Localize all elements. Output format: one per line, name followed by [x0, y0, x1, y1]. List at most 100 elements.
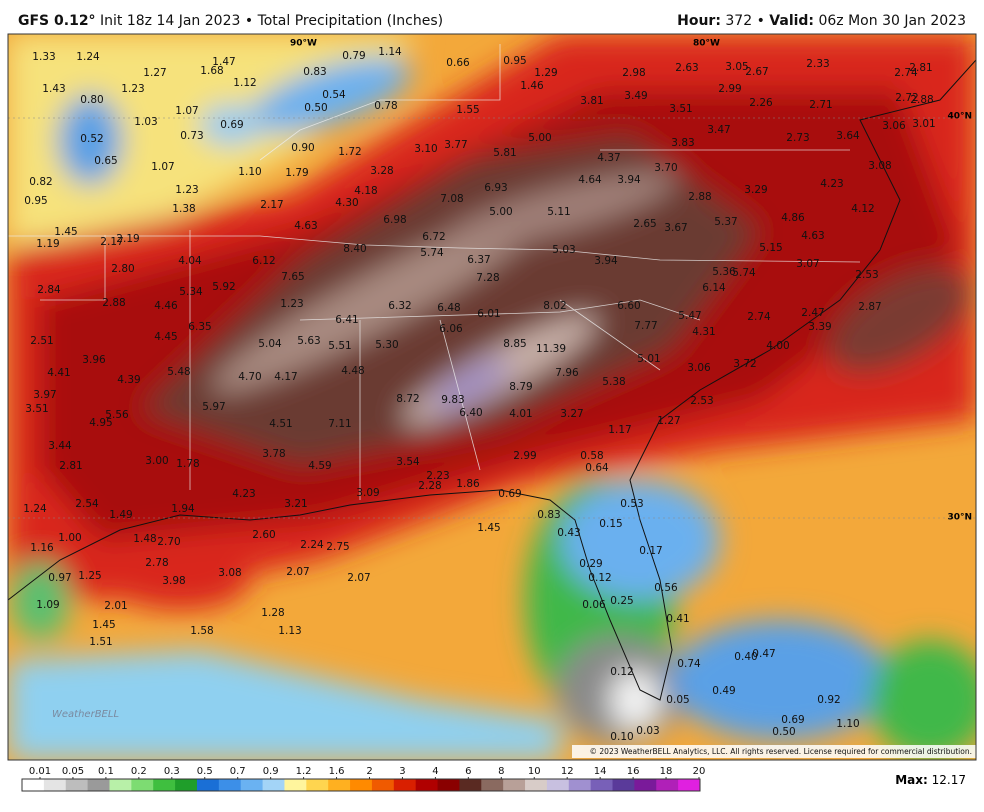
map-value: 7.08	[440, 193, 463, 205]
map-value: 5.63	[297, 335, 320, 347]
map-value: 0.10	[610, 731, 633, 743]
map-value: 2.88	[102, 297, 125, 309]
map-value: 2.63	[675, 62, 698, 74]
colorbar-label: 0.5	[197, 766, 213, 777]
map-value: 6.32	[388, 300, 411, 312]
colorbar-label: 16	[627, 766, 640, 777]
map-value: 5.92	[212, 281, 235, 293]
colorbar-label: 3	[399, 766, 405, 777]
colorbar-swatch	[87, 779, 110, 791]
map-value: 1.14	[378, 46, 402, 58]
map-value: 0.95	[24, 195, 47, 207]
map-value: 3.51	[25, 403, 48, 415]
grid-label: 80°W	[693, 39, 720, 49]
map-value: 4.18	[354, 185, 377, 197]
map-value: 4.00	[766, 340, 789, 352]
init-time: Init 18z 14 Jan 2023	[100, 13, 240, 29]
map-value: 2.24	[300, 539, 324, 551]
colorbar-swatch	[43, 779, 67, 791]
map-value: 4.95	[89, 417, 112, 429]
map-value: 2.07	[347, 572, 370, 584]
map-value: 3.21	[284, 498, 307, 510]
map-value: 1.46	[520, 80, 544, 92]
map-value: 4.31	[692, 326, 715, 338]
map-value: 8.40	[343, 243, 366, 255]
map-value: 4.86	[781, 212, 805, 224]
map-value: 4.23	[232, 488, 255, 500]
map-value: 6.98	[383, 214, 406, 226]
colorbar-label: 0.05	[62, 766, 84, 777]
map-value: 0.95	[503, 55, 526, 67]
map-value: 4.30	[335, 197, 358, 209]
map-value: 2.53	[690, 395, 713, 407]
map-value: 0.49	[712, 685, 735, 697]
map-value: 6.48	[437, 302, 460, 314]
map: 90°W 80°W 40°N 30°N 1.33 1.24 1.27 1.681.47…	[8, 34, 976, 760]
colorbar-label: 12	[561, 766, 574, 777]
colorbar-label: 2	[366, 766, 372, 777]
map-value: 2.88	[910, 94, 933, 106]
map-value: 6.93	[484, 182, 507, 194]
map-value: 3.67	[664, 222, 687, 234]
map-value: 0.15	[599, 518, 622, 530]
map-value: 2.87	[858, 301, 881, 313]
valid-label: Valid:	[769, 13, 814, 29]
grid-label: 30°N	[947, 513, 972, 523]
map-value: 3.08	[218, 567, 241, 579]
map-value: 8.85	[503, 338, 526, 350]
map-value: 1.07	[151, 161, 174, 173]
map-value: 5.03	[552, 244, 575, 256]
map-value: 2.80	[111, 263, 134, 275]
map-value: 1.45	[477, 522, 500, 534]
map-value: 1.38	[172, 203, 195, 215]
map-value: 2.23	[426, 470, 449, 482]
map-value: 0.12	[588, 572, 611, 584]
map-value: 3.27	[560, 408, 583, 420]
map-value: 3.97	[33, 389, 56, 401]
map-value: 8.79	[509, 381, 532, 393]
colorbar-swatch	[678, 779, 701, 791]
map-value: 0.50	[772, 726, 795, 738]
colorbar-swatch	[262, 779, 285, 791]
value-labels: 1.33 1.24 1.27 1.681.47 1.12 0.79 1.14 0.66 0.95…	[23, 46, 935, 743]
hour-label: Hour:	[677, 13, 721, 29]
map-value: 6.14	[702, 282, 726, 294]
map-value: 6.40	[459, 407, 482, 419]
map-value: 1.24	[23, 503, 47, 515]
map-value: 0.53	[620, 498, 643, 510]
separator: •	[245, 13, 253, 29]
map-value: 1.10	[238, 166, 261, 178]
map-value: 3.96	[82, 354, 106, 366]
map-value: 11.39	[536, 343, 566, 355]
map-value: 2.98	[622, 67, 645, 79]
colorbar-label: 1.2	[296, 766, 312, 777]
map-value: 2.75	[326, 541, 349, 553]
map-value: 2.81	[909, 62, 932, 74]
colorbar-swatch	[612, 779, 635, 791]
map-value: 5.97	[202, 401, 225, 413]
map-value: 1.72	[338, 146, 361, 158]
map-value: 1.27	[657, 415, 680, 427]
map-value: 2.65	[633, 218, 656, 230]
map-value: 2.72	[895, 92, 918, 104]
colorbar-label: 6	[465, 766, 471, 777]
map-value: 1.23	[121, 83, 144, 95]
colorbar-swatch	[437, 779, 460, 791]
colorbar-label: 0.7	[230, 766, 246, 777]
map-value: 6.01	[477, 308, 500, 320]
colorbar-swatch	[656, 779, 679, 791]
map-value: 3.81	[580, 95, 603, 107]
map-value: 4.51	[269, 418, 292, 430]
map-value: 1.09	[36, 599, 59, 611]
colorbar-label: 8	[498, 766, 504, 777]
map-value: 8.72	[396, 393, 419, 405]
map-value: 5.74	[732, 267, 756, 279]
map-value: 2.17	[100, 236, 123, 248]
map-value: 1.45	[92, 619, 115, 631]
map-value: 7.28	[476, 272, 499, 284]
map-value: 3.51	[669, 103, 692, 115]
map-value: 0.17	[639, 545, 662, 557]
map-value: 1.28	[261, 607, 284, 619]
